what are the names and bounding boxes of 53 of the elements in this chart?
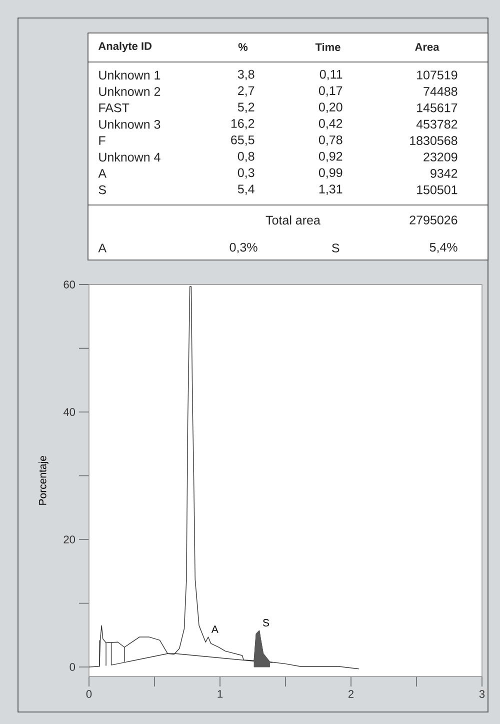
text: 0,8 <box>238 152 254 162</box>
x-tick-label: 1 <box>218 690 223 698</box>
text: 9342 <box>430 168 458 178</box>
text: Unknown 4 <box>99 152 160 162</box>
text: 74488 <box>424 86 458 96</box>
annotation: S <box>262 619 270 626</box>
text: S <box>98 185 106 194</box>
y-tick-label: 60 <box>64 280 76 288</box>
text: 5,4% <box>430 242 458 254</box>
text: 0,3% <box>230 242 258 254</box>
text: Total area <box>266 215 320 225</box>
text: 0,17 <box>318 86 342 97</box>
text: Unknown 1 <box>99 70 160 80</box>
text: S <box>332 244 340 252</box>
text: 0,78 <box>318 135 342 146</box>
text: 5,4 <box>238 184 254 195</box>
text: 2,7 <box>238 86 254 97</box>
text: 3,8 <box>238 70 254 80</box>
y-axis-title: Porcentaje <box>38 456 48 505</box>
y-tick-label: 40 <box>63 408 76 416</box>
text: A <box>98 244 107 252</box>
text: 107519 <box>417 70 458 80</box>
text: 0,42 <box>318 119 342 130</box>
text: 0,11 <box>320 70 342 80</box>
text: 453782 <box>416 120 458 129</box>
y-tick-label: 0 <box>70 663 76 671</box>
text: 2795026 <box>410 216 458 224</box>
text: 145617 <box>417 103 458 112</box>
x-tick-label: 2 <box>348 690 354 698</box>
text: FAST <box>99 103 130 112</box>
text: 65,5 <box>231 135 254 146</box>
annotation: A <box>211 626 218 633</box>
text: A <box>98 169 107 178</box>
text: 0,99 <box>318 168 342 179</box>
text: Area <box>415 43 440 51</box>
text: 1,31 <box>319 184 342 195</box>
text: Unknown 3 <box>99 120 160 129</box>
text: 1830568 <box>410 136 458 146</box>
x-tick-label: 3 <box>479 690 485 698</box>
text: F <box>99 136 106 145</box>
text: 23209 <box>424 152 458 162</box>
text: 0,92 <box>318 152 342 162</box>
y-tick-label: 20 <box>64 536 76 544</box>
text: 0,20 <box>318 102 342 113</box>
text: Unknown 2 <box>99 86 160 96</box>
text: % <box>238 43 248 51</box>
text: 150501 <box>417 185 458 194</box>
x-tick-label: 0 <box>86 690 92 698</box>
text: 0,3 <box>238 168 254 179</box>
text: Time <box>315 42 340 52</box>
text: Analyte ID <box>98 42 152 52</box>
text: 5,2 <box>238 102 254 113</box>
text: 16,2 <box>231 119 254 130</box>
